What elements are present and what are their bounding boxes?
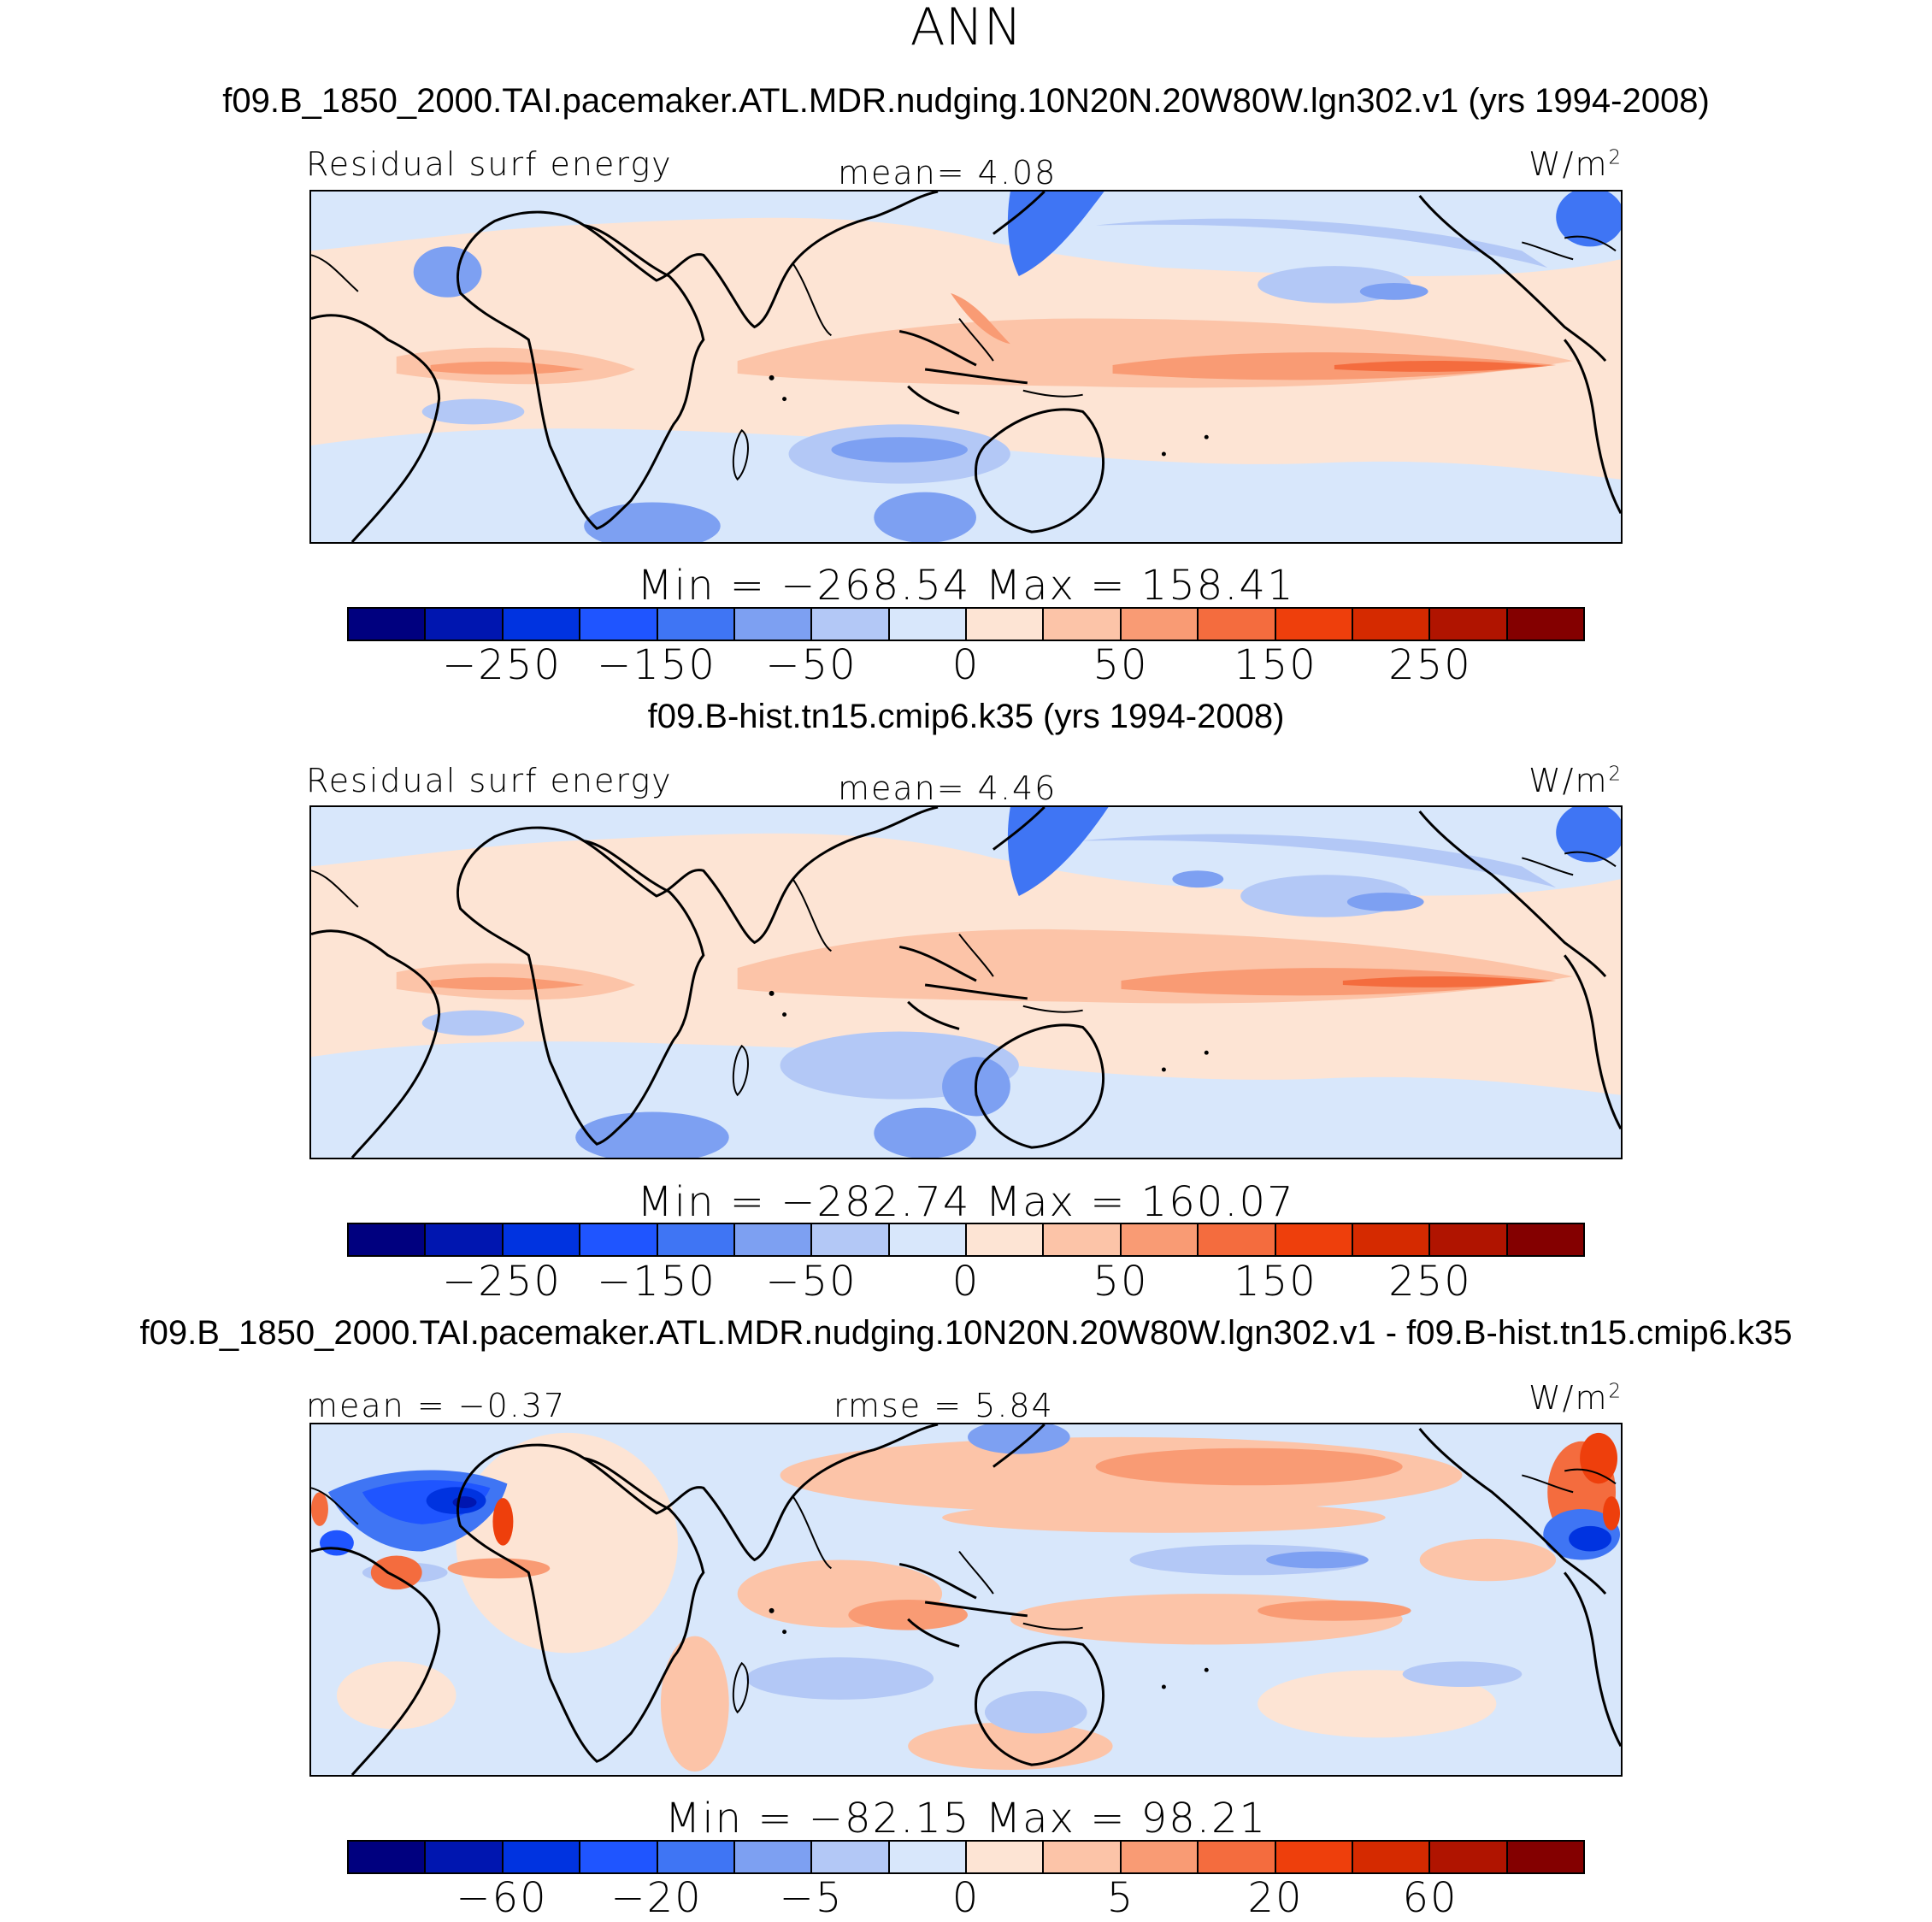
panel1-tick: 150 <box>1234 641 1317 689</box>
panel1-map <box>309 190 1623 544</box>
panel1-colorbar <box>347 607 1585 641</box>
panel1-variable-label: Residual surf energy <box>306 145 673 183</box>
panel3-tick: 60 <box>1402 1874 1458 1922</box>
panel3-tick: −60 <box>456 1874 548 1922</box>
panel2-units-label: W/m2 <box>1529 762 1623 799</box>
panel2-map <box>309 805 1623 1159</box>
panel1-tick: 250 <box>1388 641 1472 689</box>
panel1-tick: −50 <box>765 641 857 689</box>
panel2-tick: −250 <box>442 1258 562 1306</box>
panel1-minmax: Min = −268.54 Max = 158.41 <box>637 562 1295 610</box>
panel3-tick: 0 <box>951 1874 981 1922</box>
panel1-tick: −150 <box>597 641 716 689</box>
panel1-tick: 0 <box>951 641 981 689</box>
panel2-case-title: f09.B-hist.tn15.cmip6.k35 (yrs 1994-2008… <box>647 698 1285 735</box>
panel3-map <box>309 1423 1623 1777</box>
panel1-units-label: W/m2 <box>1529 145 1623 183</box>
panel2-tick: −150 <box>597 1258 716 1306</box>
panel3-tick: −20 <box>610 1874 703 1922</box>
panel2-tick: 250 <box>1388 1258 1472 1306</box>
panel2-mean-label: mean= 4.46 <box>838 769 1057 807</box>
panel3-rmse-label: rmse = 5.84 <box>833 1387 1054 1424</box>
panel2-tick: 0 <box>951 1258 981 1306</box>
figure-title: ANN <box>910 0 1022 57</box>
panel2-tick: 150 <box>1234 1258 1317 1306</box>
panel3-case-title: f09.B_1850_2000.TAI.pacemaker.ATL.MDR.nu… <box>139 1314 1793 1352</box>
panel3-tick: 20 <box>1247 1874 1304 1922</box>
panel1-tick: 50 <box>1093 641 1149 689</box>
panel1-tick: −250 <box>442 641 562 689</box>
panel3-mean-label: mean = −0.37 <box>306 1387 567 1424</box>
panel3-tick: 5 <box>1106 1874 1135 1922</box>
panel2-colorbar <box>347 1223 1585 1257</box>
panel2-tick: −50 <box>765 1258 857 1306</box>
panel3-minmax: Min = −82.15 Max = 98.21 <box>664 1795 1268 1842</box>
panel1-mean-label: mean= 4.08 <box>838 154 1057 192</box>
panel2-minmax: Min = −282.74 Max = 160.07 <box>637 1178 1295 1226</box>
panel3-units-label: W/m2 <box>1529 1379 1623 1417</box>
panel2-tick: 50 <box>1093 1258 1149 1306</box>
panel2-variable-label: Residual surf energy <box>306 762 673 799</box>
panel3-tick: −5 <box>779 1874 844 1922</box>
panel3-colorbar <box>347 1840 1585 1874</box>
panel1-case-title: f09.B_1850_2000.TAI.pacemaker.ATL.MDR.nu… <box>222 82 1710 120</box>
